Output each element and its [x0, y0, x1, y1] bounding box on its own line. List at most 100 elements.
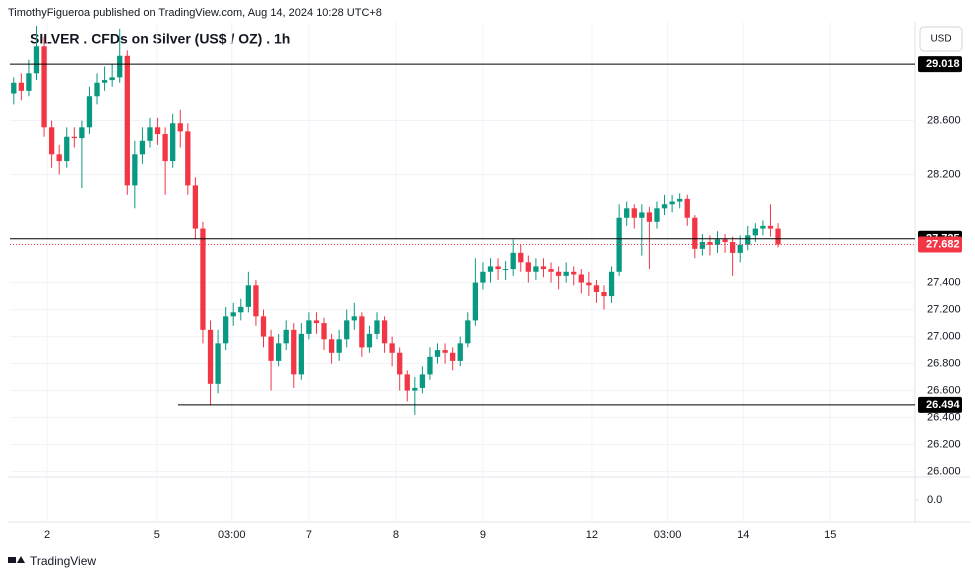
candle-body — [313, 320, 320, 324]
candle-body — [253, 285, 259, 317]
candle-body — [472, 282, 479, 321]
candle-body — [661, 204, 668, 209]
candle-body — [170, 123, 176, 162]
price-label-box — [918, 56, 962, 73]
candle-body — [268, 336, 274, 361]
candle-body — [381, 320, 388, 344]
candle-body — [374, 320, 380, 334]
candle-body — [578, 274, 584, 283]
candle-body — [593, 285, 600, 293]
candle-body — [230, 312, 236, 317]
candle-body — [94, 82, 100, 97]
grid — [10, 22, 915, 522]
x-tick-label: 8 — [393, 529, 399, 541]
candle-body — [245, 285, 252, 307]
candle-body — [684, 198, 690, 218]
candle-body — [283, 329, 289, 344]
candle-body — [669, 201, 675, 205]
candle-body — [434, 350, 441, 357]
x-tick-label: 5 — [154, 529, 160, 541]
candle-body — [419, 374, 426, 388]
candle-body — [601, 292, 607, 297]
candle-body — [117, 55, 123, 78]
y-tick-label: 26.800 — [927, 357, 961, 369]
candle-body — [442, 350, 448, 353]
candle-body — [11, 82, 17, 94]
price-label: 27.682 — [926, 238, 960, 250]
candle-body — [737, 244, 743, 253]
y-tick-label: 26.000 — [927, 466, 961, 478]
logo — [8, 556, 25, 563]
candle-body — [109, 77, 115, 81]
candle-body — [177, 123, 183, 132]
candle-body — [147, 127, 153, 141]
x-tick-label: 15 — [824, 529, 836, 541]
candle-body — [563, 271, 569, 276]
candle-body — [707, 242, 713, 245]
candle-body — [722, 239, 728, 243]
candle-body — [275, 343, 282, 361]
candle-body — [404, 374, 410, 391]
currency-button[interactable] — [919, 26, 963, 52]
candle-body — [351, 316, 357, 321]
candle-body — [238, 306, 244, 313]
y-tick-label: 28.600 — [927, 114, 961, 126]
candle-body — [33, 46, 40, 74]
candle-body — [48, 127, 55, 155]
candle-body — [321, 323, 327, 340]
candle-body — [654, 208, 660, 222]
candle-body — [86, 96, 93, 128]
candle-body — [427, 356, 433, 375]
candle-body — [677, 198, 683, 202]
candle-body — [18, 82, 24, 91]
candle-body — [132, 154, 138, 186]
candle-body — [41, 46, 47, 128]
candle-body — [389, 343, 395, 353]
candle-body — [344, 320, 350, 340]
y-tick-label: 27.000 — [927, 330, 961, 342]
currency[interactable]: USD — [930, 34, 951, 45]
candle-body — [200, 228, 206, 330]
candle-body — [465, 320, 471, 344]
candle-body — [745, 235, 751, 245]
candle-body — [359, 316, 365, 348]
candle-body — [775, 228, 781, 245]
candle-body — [540, 266, 547, 270]
candle-body — [450, 352, 456, 361]
candle-body — [510, 252, 516, 270]
y-tick-label: 27.400 — [927, 276, 961, 288]
candle-body — [495, 266, 501, 270]
candle-body — [586, 282, 592, 286]
x-tick-label: 2 — [44, 529, 50, 541]
y-tick-label: 26.200 — [927, 439, 961, 451]
candle-body — [487, 266, 494, 272]
y-tick-label: 26.600 — [927, 384, 961, 396]
y-tick-label: 26.400 — [927, 411, 961, 423]
candle-body — [260, 316, 267, 337]
chart-title: SILVER . CFDs on Silver (US$ / OZ) . 1h — [30, 31, 290, 47]
candle-body — [548, 269, 554, 272]
candle-body — [412, 387, 418, 391]
x-tick-label: 9 — [480, 529, 486, 541]
candle-body — [306, 320, 312, 334]
candle-body — [139, 140, 146, 155]
candle-body — [223, 316, 229, 344]
candle-body — [608, 271, 615, 297]
candle-body — [207, 329, 214, 384]
price-label: 26.494 — [926, 399, 961, 411]
candle-body — [185, 131, 191, 186]
price-label-box — [918, 236, 962, 253]
candle-body — [162, 134, 168, 162]
candle-body — [760, 225, 766, 229]
candle-body — [101, 80, 108, 83]
candle-body — [291, 329, 297, 375]
candle-body — [397, 352, 403, 375]
x-tick-label: 03:00 — [654, 529, 682, 541]
candle-body — [518, 252, 524, 263]
price-label: 29.018 — [926, 58, 960, 70]
lower-pane-tick-label: 0.0 — [927, 494, 942, 506]
x-tick-label: 03:00 — [218, 529, 246, 541]
footer: TradingView — [30, 554, 96, 568]
candle-body — [555, 271, 562, 276]
